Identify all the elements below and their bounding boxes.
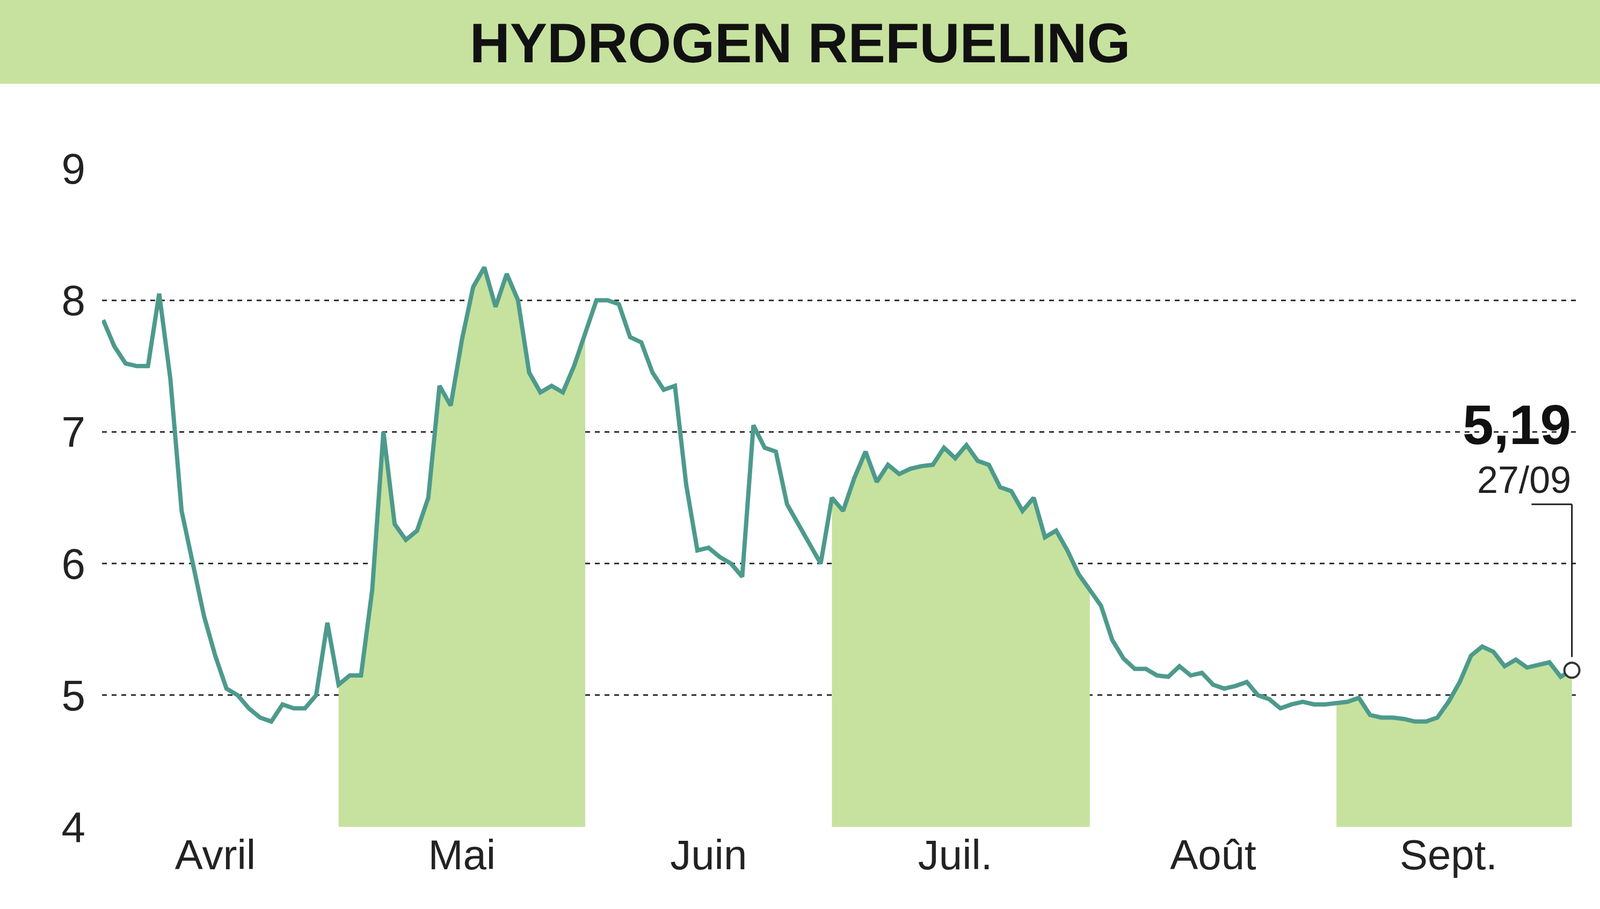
svg-text:Avril: Avril — [175, 831, 256, 879]
svg-text:5: 5 — [61, 671, 86, 720]
svg-text:HYDROGEN REFUELING: HYDROGEN REFUELING — [469, 11, 1131, 75]
svg-text:9: 9 — [61, 144, 86, 193]
svg-text:Mai: Mai — [427, 831, 496, 879]
svg-text:7: 7 — [61, 408, 86, 456]
svg-text:27/09: 27/09 — [1477, 459, 1572, 501]
svg-text:6: 6 — [61, 540, 86, 588]
svg-text:Juil.: Juil. — [918, 831, 993, 879]
svg-text:4: 4 — [61, 803, 86, 852]
svg-text:Sept.: Sept. — [1399, 831, 1498, 879]
svg-text:Juin: Juin — [670, 831, 747, 879]
svg-text:Août: Août — [1169, 831, 1257, 879]
svg-text:5,19: 5,19 — [1462, 393, 1572, 456]
svg-text:8: 8 — [61, 276, 86, 325]
